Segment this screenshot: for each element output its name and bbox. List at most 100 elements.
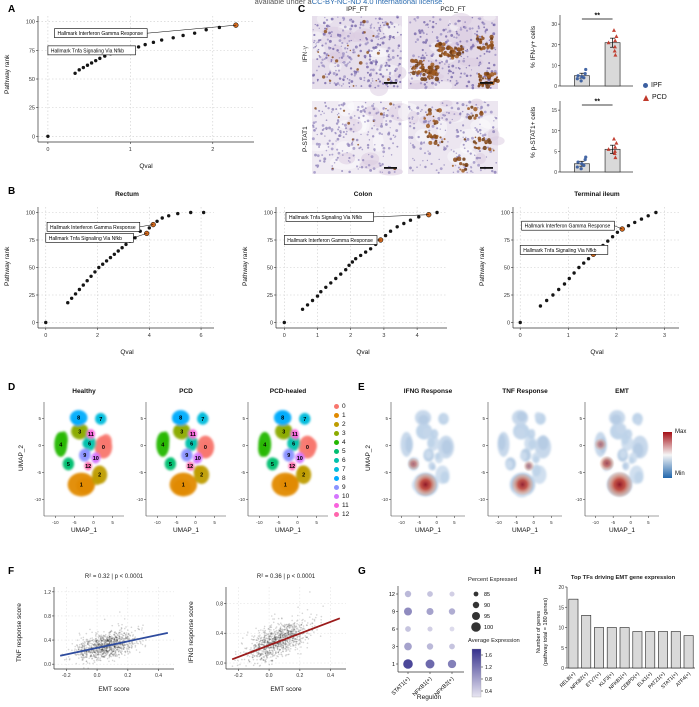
cluster-legend-item: 7: [334, 465, 349, 474]
colon-title: Colon: [353, 191, 373, 198]
svg-text:10: 10: [558, 626, 564, 632]
svg-text:8: 8: [281, 416, 284, 422]
ihc-col-title-ipf: IPF_FT: [346, 6, 368, 13]
svg-text:-10: -10: [381, 497, 388, 502]
colon-plot: 0 25 50 75 100 0 1 2 3 4 Hallmark Tnfa Signaling V…: [264, 207, 447, 339]
ifng-emt-scatter: 0.0 0.4 0.8 -0.2 0.0 0.2 0.4: [216, 587, 346, 679]
svg-text:5: 5: [579, 416, 582, 421]
svg-text:0.0: 0.0: [266, 673, 273, 679]
svg-text:5: 5: [111, 520, 114, 525]
svg-text:-10: -10: [256, 520, 263, 525]
cluster-legend: 0 1 2 3 4 5 6 7 8 9 10 11 12: [334, 402, 349, 519]
panel-label-h: H: [534, 566, 542, 577]
svg-text:0: 0: [46, 147, 49, 153]
svg-text:11: 11: [88, 432, 94, 438]
cluster-legend-label: 10: [342, 493, 350, 500]
svg-text:7: 7: [99, 417, 102, 423]
svg-text:0: 0: [38, 443, 41, 448]
svg-text:0.2: 0.2: [296, 673, 303, 679]
watermark-prefix: available under a: [254, 0, 312, 6]
svg-text:3: 3: [392, 645, 395, 651]
svg-text:5: 5: [561, 646, 564, 652]
ifng-bar-chart: 0 10 20 30 **: [551, 13, 633, 90]
svg-text:5: 5: [315, 520, 318, 525]
svg-text:-5: -5: [37, 470, 41, 475]
svg-text:-10: -10: [154, 520, 161, 525]
ifng-corr-title: R² = 0.36 | p < 0.0001: [256, 574, 316, 580]
svg-text:6: 6: [392, 627, 395, 633]
svg-text:50: 50: [504, 266, 510, 272]
svg-text:-10: -10: [238, 497, 245, 502]
svg-text:4: 4: [59, 442, 63, 448]
tf-bar-ylabel: Number of genes (pathway total = 180 gen…: [536, 598, 550, 666]
svg-text:ATF4(+): ATF4(+): [675, 671, 692, 688]
svg-text:-10: -10: [34, 497, 41, 502]
panel-label-g: G: [358, 566, 366, 577]
svg-text:2: 2: [98, 473, 101, 479]
tf-bar-ylabel-line2: (pathway total = 180 genes): [543, 597, 549, 666]
svg-text:5: 5: [453, 520, 456, 525]
svg-text:12: 12: [187, 464, 193, 470]
svg-text:0: 0: [533, 520, 536, 525]
svg-text:0: 0: [306, 445, 309, 451]
cluster-color-dot-icon: [334, 422, 339, 427]
cluster-legend-label: 0: [342, 403, 346, 410]
svg-text:0: 0: [102, 445, 105, 451]
svg-text:0: 0: [204, 445, 207, 451]
rectum-ylabel: Pathway rank: [4, 246, 11, 286]
svg-text:Hallmark Interferon Gamma Resp: Hallmark Interferon Gamma Response: [525, 224, 611, 230]
avg-expression-legend-title: Average Expression: [468, 638, 520, 644]
svg-text:9: 9: [287, 453, 290, 459]
tnf-corr-ylabel: TNF response score: [16, 603, 23, 662]
svg-text:Hallmark Tnfa Signaling Via Nf: Hallmark Tnfa Signaling Via Nfkb: [289, 215, 362, 221]
svg-text:10: 10: [93, 456, 99, 462]
cluster-legend-label: 5: [342, 448, 346, 455]
svg-text:8: 8: [77, 416, 80, 422]
legend-label-pcd: PCD: [652, 94, 667, 101]
svg-text:2: 2: [96, 333, 99, 339]
colon-ylabel: Pathway rank: [242, 246, 249, 286]
svg-text:2: 2: [211, 147, 214, 153]
svg-text:0.4: 0.4: [155, 673, 162, 679]
svg-text:Hallmark Tnfa Signaling Via Nf: Hallmark Tnfa Signaling Via Nfkb: [49, 236, 122, 242]
svg-text:20: 20: [551, 43, 557, 49]
cluster-legend-item: 3: [334, 429, 349, 438]
svg-text:0: 0: [630, 520, 633, 525]
umap-d-xlabel-2: UMAP_1: [172, 527, 199, 534]
svg-text:0: 0: [436, 520, 439, 525]
svg-text:4: 4: [416, 333, 419, 339]
svg-text:5: 5: [213, 520, 216, 525]
umap-e-xlabel-3: UMAP_1: [608, 527, 635, 534]
svg-text:100: 100: [26, 20, 35, 26]
svg-text:95: 95: [484, 614, 490, 620]
cluster-legend-item: 4: [334, 438, 349, 447]
svg-text:100: 100: [26, 211, 35, 217]
svg-text:25: 25: [29, 293, 35, 299]
cluster-color-dot-icon: [334, 503, 339, 508]
license-link[interactable]: CC-BY-NC-ND 4.0 International license: [311, 0, 443, 6]
svg-text:3: 3: [78, 429, 81, 435]
svg-text:1.2: 1.2: [44, 590, 51, 596]
cluster-legend-label: 8: [342, 475, 346, 482]
svg-text:50: 50: [29, 77, 35, 83]
svg-text:1: 1: [129, 147, 132, 153]
svg-text:100: 100: [264, 211, 273, 217]
svg-text:9: 9: [83, 453, 86, 459]
svg-text:12: 12: [389, 592, 395, 598]
svg-text:0: 0: [194, 520, 197, 525]
rectum-title: Rectum: [115, 191, 139, 198]
svg-text:4: 4: [263, 442, 267, 448]
svg-text:3: 3: [663, 333, 666, 339]
svg-text:1: 1: [284, 483, 287, 489]
ihc-col-title-pcd: PCD_FT: [440, 6, 466, 13]
svg-text:75: 75: [29, 238, 35, 244]
umap-title-pcd: PCD: [179, 388, 193, 395]
svg-text:30: 30: [551, 22, 557, 28]
svg-text:15: 15: [558, 605, 564, 611]
svg-text:1: 1: [316, 333, 319, 339]
legend-item-ipf: IPF: [643, 82, 667, 89]
svg-text:**: **: [595, 13, 601, 20]
pstat1-bar-ylabel: % p-STAT1+ cells: [530, 106, 537, 158]
panel-label-f: F: [8, 566, 15, 577]
